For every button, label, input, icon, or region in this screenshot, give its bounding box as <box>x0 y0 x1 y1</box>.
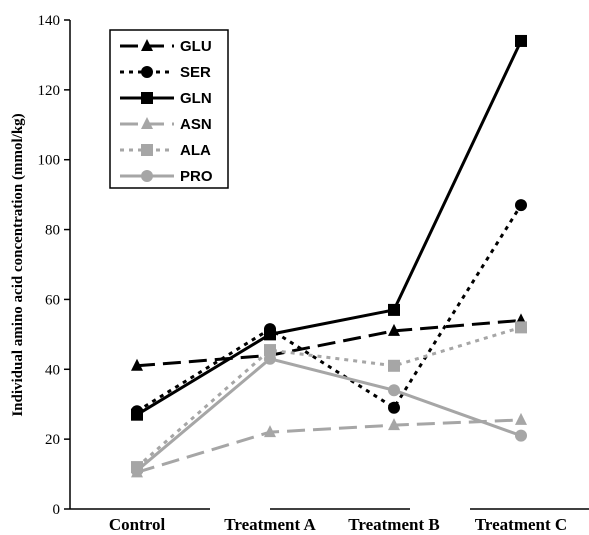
legend-label-gln: GLN <box>180 90 212 107</box>
data-point-pro <box>388 384 400 397</box>
y-axis-title: Individual amino acid concentration (mmo… <box>10 113 26 416</box>
x-tick-label: Control <box>109 515 166 534</box>
data-point-pro <box>515 429 527 442</box>
legend-item-gln: GLN <box>120 90 212 107</box>
series-line-pro <box>136 357 522 472</box>
y-tick-label: 140 <box>38 13 61 29</box>
data-point-ser <box>515 199 527 212</box>
x-tick-label: Treatment B <box>348 515 439 534</box>
data-point-asn <box>515 412 527 425</box>
y-tick-label: 20 <box>45 432 60 448</box>
data-point-asn <box>388 418 400 431</box>
axes: 0 20 40 60 80 100 120 140 Control Treatment A Trea… <box>38 13 589 534</box>
data-point-ala <box>515 321 527 334</box>
series-layer <box>131 34 527 478</box>
series-line-asn <box>136 418 522 474</box>
legend-label-pro: PRO <box>180 168 213 185</box>
legend-label-ser: SER <box>180 64 211 81</box>
legend-label-asn: ASN <box>180 116 212 133</box>
legend-item-pro: PRO <box>120 168 213 185</box>
data-point-ala <box>264 344 276 357</box>
legend-marker-glu <box>141 39 153 51</box>
y-tick-label: 0 <box>53 502 61 518</box>
series-line-ala <box>136 325 522 469</box>
legend-label-glu: GLU <box>180 38 212 55</box>
legend-label-ala: ALA <box>180 142 211 159</box>
data-point-glu <box>388 323 400 336</box>
legend-item-ala: ALA <box>120 142 211 159</box>
data-point-ser <box>388 401 400 414</box>
data-point-ala <box>388 359 400 372</box>
data-point-gln <box>131 408 143 421</box>
y-tick-label: 120 <box>38 83 61 99</box>
y-tick-label: 100 <box>38 153 61 169</box>
series-line-gln <box>136 40 523 416</box>
data-point-gln <box>388 303 400 316</box>
legend-marker-gln <box>141 92 153 104</box>
legend-marker-ser <box>141 66 153 78</box>
data-point-pro <box>264 352 276 365</box>
x-tick-label: Treatment A <box>224 515 316 534</box>
legend-item-asn: ASN <box>120 116 212 133</box>
data-point-gln <box>264 328 276 341</box>
data-point-gln <box>515 34 527 47</box>
legend: GLU SER GLN ASN ALA PRO <box>109 29 229 189</box>
series-asn <box>131 412 527 478</box>
legend-marker-asn <box>141 117 153 129</box>
series-line-glu <box>136 318 522 368</box>
y-tick-label: 40 <box>45 362 60 378</box>
legend-box <box>109 29 229 189</box>
data-point-glu <box>131 358 143 371</box>
y-tick-label: 60 <box>45 292 60 308</box>
data-point-pro <box>131 464 143 477</box>
data-point-asn <box>264 425 276 438</box>
legend-item-glu: GLU <box>120 38 212 55</box>
y-tick-label: 80 <box>45 223 60 239</box>
series-gln <box>131 34 527 421</box>
x-tick-label: Treatment C <box>475 515 567 534</box>
legend-marker-ala <box>141 144 153 156</box>
series-ser <box>131 199 527 418</box>
legend-marker-pro <box>141 170 153 182</box>
series-pro <box>131 352 527 477</box>
legend-item-ser: SER <box>120 64 211 81</box>
